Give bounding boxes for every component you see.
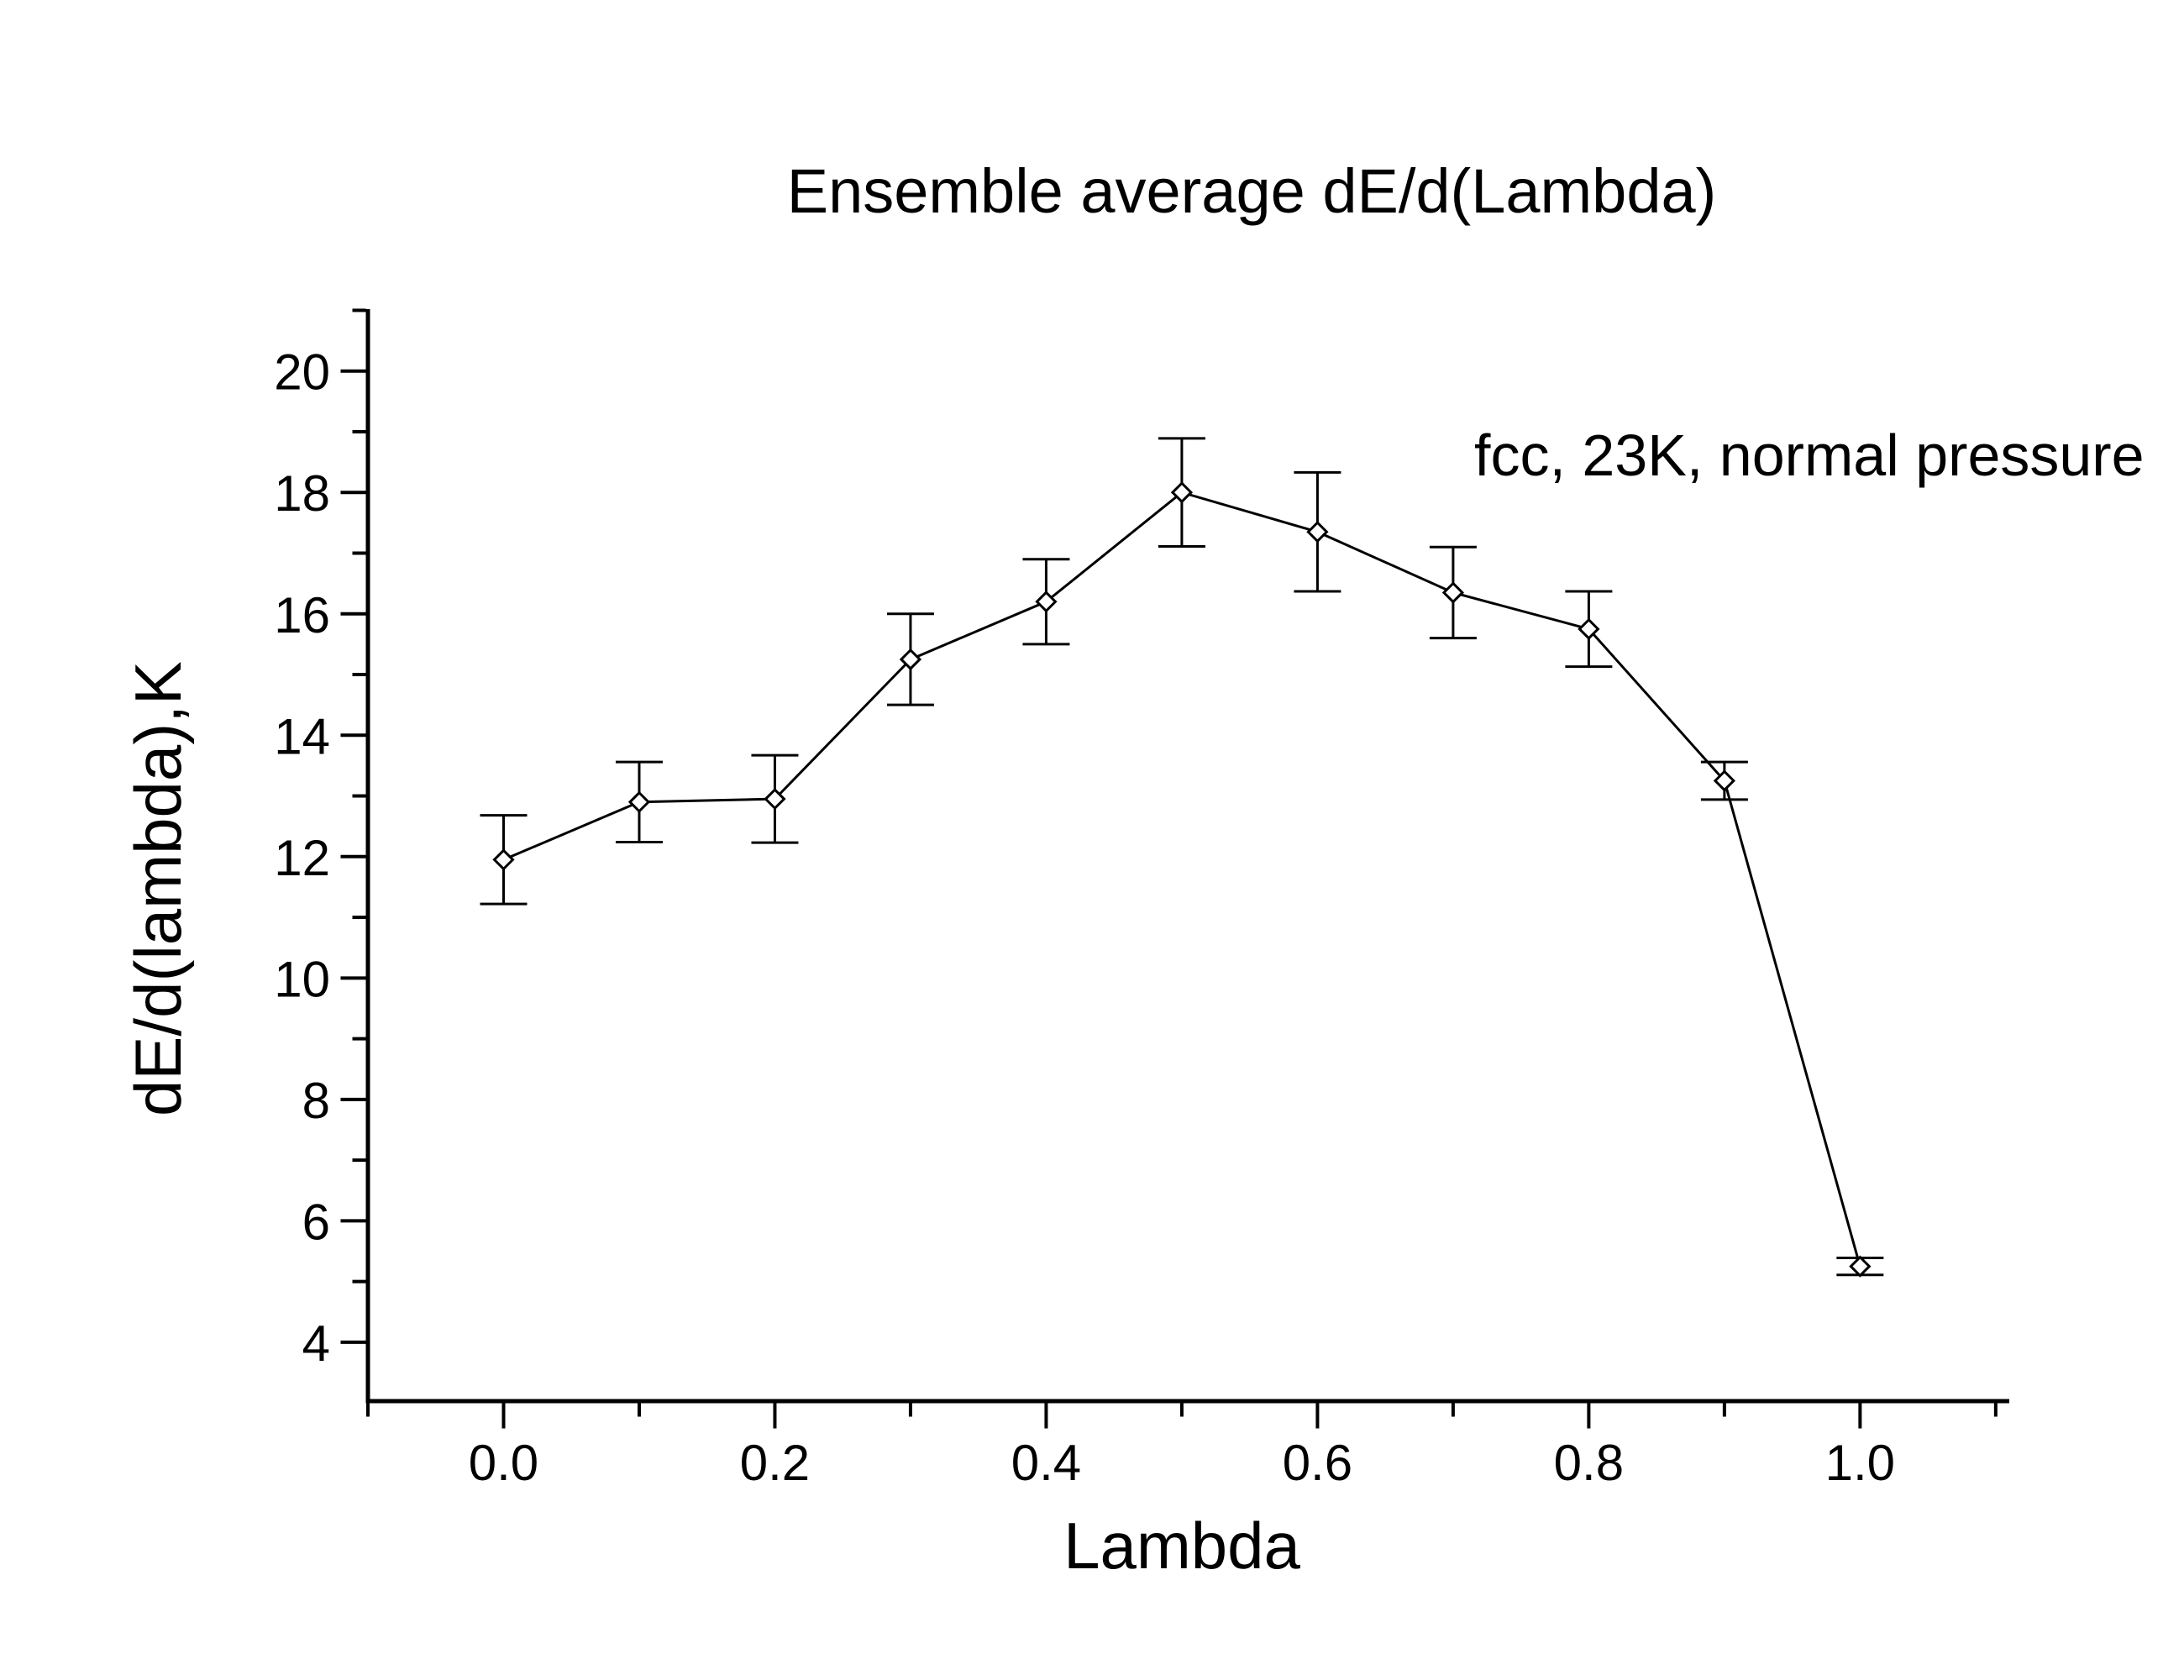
data-point-marker <box>899 648 922 671</box>
x-tick-label: 0.4 <box>1011 1435 1081 1491</box>
data-point-marker <box>1578 617 1600 640</box>
chart-annotation: fcc, 23K, normal pressure <box>1474 423 2145 488</box>
data-point-marker <box>1170 481 1194 504</box>
x-tick-label: 0.0 <box>469 1435 538 1491</box>
data-point-marker <box>1035 591 1058 613</box>
y-tick-label: 14 <box>274 708 330 764</box>
x-axis-label: Lambda <box>1063 1509 1300 1583</box>
y-tick-label: 8 <box>302 1073 330 1129</box>
data-point-marker <box>1713 769 1736 792</box>
y-tick-label: 6 <box>302 1194 330 1250</box>
data-point-marker <box>627 790 651 813</box>
y-tick-label: 20 <box>274 344 330 401</box>
y-tick-label: 10 <box>274 951 330 1007</box>
y-tick-label: 16 <box>274 587 330 643</box>
data-point-marker <box>492 848 515 871</box>
data-point-marker <box>1306 521 1329 543</box>
y-tick-label: 4 <box>302 1315 330 1372</box>
x-tick-label: 0.8 <box>1554 1435 1624 1491</box>
data-point-marker <box>1441 581 1465 604</box>
chart-title: Ensemble average dE/d(Lambda) <box>786 156 1717 226</box>
x-tick-label: 0.2 <box>740 1435 810 1491</box>
y-tick-label: 12 <box>274 830 330 886</box>
data-point-marker <box>764 788 786 811</box>
data-point-marker <box>1849 1255 1872 1278</box>
data-line <box>502 491 1861 1267</box>
x-tick-label: 0.6 <box>1283 1435 1352 1491</box>
y-tick-label: 18 <box>274 465 330 522</box>
x-tick-label: 1.0 <box>1825 1435 1895 1491</box>
